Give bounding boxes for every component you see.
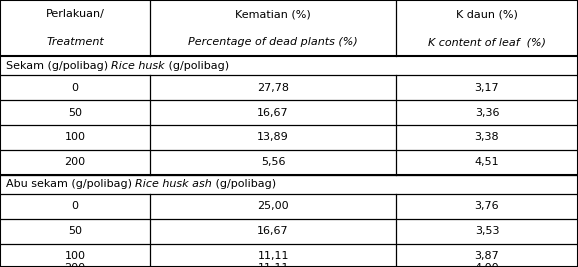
- Text: Perlakuan/: Perlakuan/: [46, 9, 105, 19]
- Text: Sekam (g/polibag): Sekam (g/polibag): [6, 61, 112, 71]
- Text: Percentage of dead plants (%): Percentage of dead plants (%): [188, 37, 358, 47]
- Text: Kematian (%): Kematian (%): [235, 9, 311, 19]
- Text: 200: 200: [65, 263, 86, 267]
- Text: 16,67: 16,67: [257, 108, 289, 117]
- Text: (g/polibag): (g/polibag): [165, 61, 229, 71]
- Text: 4,00: 4,00: [475, 263, 499, 267]
- Text: 5,56: 5,56: [261, 157, 286, 167]
- Text: 25,00: 25,00: [257, 201, 289, 211]
- Text: 50: 50: [68, 108, 82, 117]
- Text: 3,17: 3,17: [475, 83, 499, 93]
- Text: Rice husk ash: Rice husk ash: [135, 179, 212, 189]
- Text: 3,36: 3,36: [475, 108, 499, 117]
- Text: 4,51: 4,51: [475, 157, 499, 167]
- Text: 3,53: 3,53: [475, 226, 499, 236]
- Text: 0: 0: [72, 83, 79, 93]
- Text: (g/polibag): (g/polibag): [212, 179, 276, 189]
- Text: 200: 200: [65, 157, 86, 167]
- Text: K daun (%): K daun (%): [456, 9, 518, 19]
- Text: 100: 100: [65, 251, 86, 261]
- Text: 3,87: 3,87: [475, 251, 499, 261]
- Text: Treatment: Treatment: [46, 37, 104, 47]
- Text: 16,67: 16,67: [257, 226, 289, 236]
- Text: 27,78: 27,78: [257, 83, 289, 93]
- Text: 11,11: 11,11: [257, 251, 289, 261]
- Text: K content of leaf  (%): K content of leaf (%): [428, 37, 546, 47]
- Text: Rice husk: Rice husk: [112, 61, 165, 71]
- Text: 0: 0: [72, 201, 79, 211]
- Text: 100: 100: [65, 132, 86, 142]
- Text: Abu sekam (g/polibag): Abu sekam (g/polibag): [6, 179, 135, 189]
- Text: 11,11: 11,11: [257, 263, 289, 267]
- Text: 3,38: 3,38: [475, 132, 499, 142]
- Text: 13,89: 13,89: [257, 132, 289, 142]
- Text: 3,76: 3,76: [475, 201, 499, 211]
- Text: 50: 50: [68, 226, 82, 236]
